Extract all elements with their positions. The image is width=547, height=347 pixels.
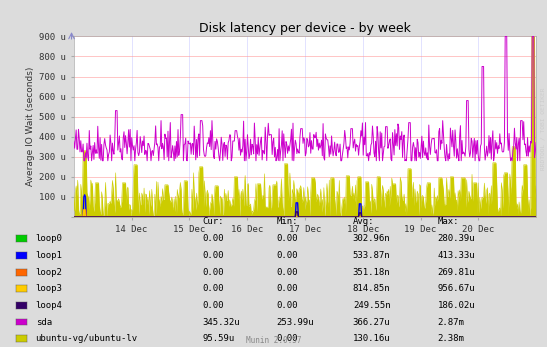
Text: ubuntu-vg/ubuntu-lv: ubuntu-vg/ubuntu-lv (36, 334, 138, 343)
Title: Disk latency per device - by week: Disk latency per device - by week (199, 22, 411, 35)
Text: 0.00: 0.00 (202, 301, 224, 310)
Text: 186.02u: 186.02u (438, 301, 475, 310)
Text: 130.16u: 130.16u (353, 334, 391, 343)
Text: loop3: loop3 (36, 284, 62, 293)
Text: 0.00: 0.00 (276, 301, 298, 310)
Text: sda: sda (36, 318, 51, 327)
Text: Cur:: Cur: (202, 217, 224, 226)
Text: 956.67u: 956.67u (438, 284, 475, 293)
Text: loop2: loop2 (36, 268, 62, 277)
Text: 249.55n: 249.55n (353, 301, 391, 310)
Text: 95.59u: 95.59u (202, 334, 235, 343)
Text: 280.39u: 280.39u (438, 234, 475, 243)
Text: 0.00: 0.00 (276, 251, 298, 260)
Text: 0.00: 0.00 (202, 268, 224, 277)
Text: loop1: loop1 (36, 251, 62, 260)
Text: 0.00: 0.00 (202, 234, 224, 243)
Text: 351.18n: 351.18n (353, 268, 391, 277)
Y-axis label: Average IO Wait (seconds): Average IO Wait (seconds) (26, 67, 35, 186)
Text: 0.00: 0.00 (276, 284, 298, 293)
Text: Avg:: Avg: (353, 217, 374, 226)
Text: loop0: loop0 (36, 234, 62, 243)
Text: Min:: Min: (276, 217, 298, 226)
Text: 269.81u: 269.81u (438, 268, 475, 277)
Text: 814.85n: 814.85n (353, 284, 391, 293)
Text: loop4: loop4 (36, 301, 62, 310)
Text: 345.32u: 345.32u (202, 318, 240, 327)
Text: 2.87m: 2.87m (438, 318, 464, 327)
Text: 366.27u: 366.27u (353, 318, 391, 327)
Text: 0.00: 0.00 (202, 251, 224, 260)
Text: 2.38m: 2.38m (438, 334, 464, 343)
Text: Max:: Max: (438, 217, 459, 226)
Text: 302.96n: 302.96n (353, 234, 391, 243)
Text: 0.00: 0.00 (276, 234, 298, 243)
Text: 413.33u: 413.33u (438, 251, 475, 260)
Text: 253.99u: 253.99u (276, 318, 314, 327)
Text: RRDTOOL / TOBI OETIKER: RRDTOOL / TOBI OETIKER (541, 87, 546, 170)
Text: Munin 2.0.57: Munin 2.0.57 (246, 336, 301, 345)
Text: 533.87n: 533.87n (353, 251, 391, 260)
Text: 0.00: 0.00 (276, 268, 298, 277)
Text: 0.00: 0.00 (276, 334, 298, 343)
Text: 0.00: 0.00 (202, 284, 224, 293)
